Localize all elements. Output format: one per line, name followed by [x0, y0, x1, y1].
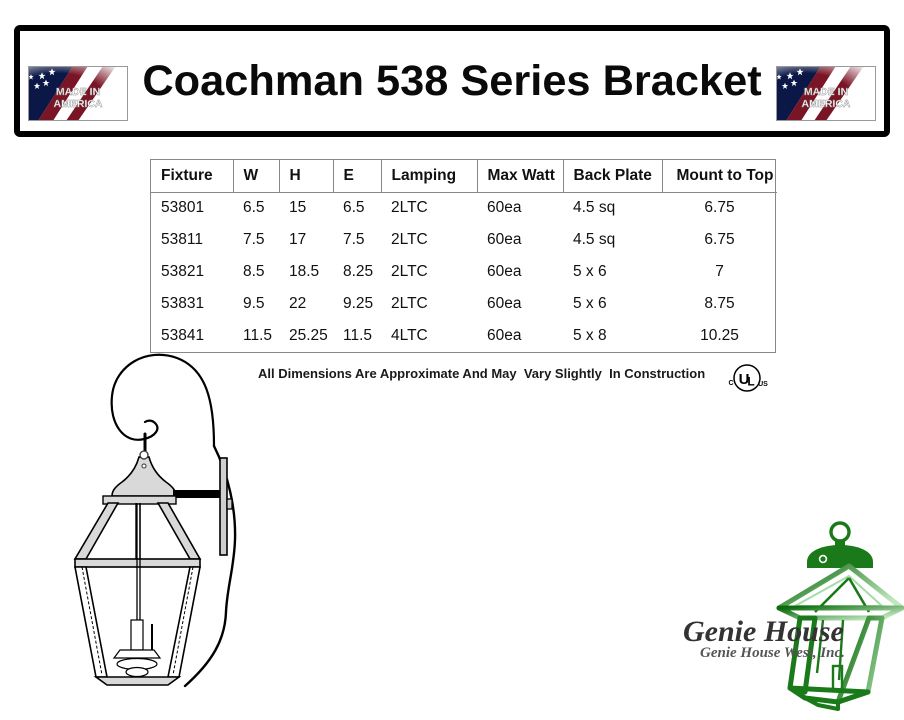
svg-text:MADE IN: MADE IN	[804, 86, 848, 98]
svg-text:C: C	[728, 380, 733, 387]
svg-text:US: US	[758, 381, 768, 388]
svg-text:MADE IN: MADE IN	[56, 86, 100, 98]
svg-text:AMERICA: AMERICA	[802, 98, 851, 110]
svg-text:L: L	[747, 375, 754, 389]
svg-text:AMERICA: AMERICA	[54, 98, 103, 110]
